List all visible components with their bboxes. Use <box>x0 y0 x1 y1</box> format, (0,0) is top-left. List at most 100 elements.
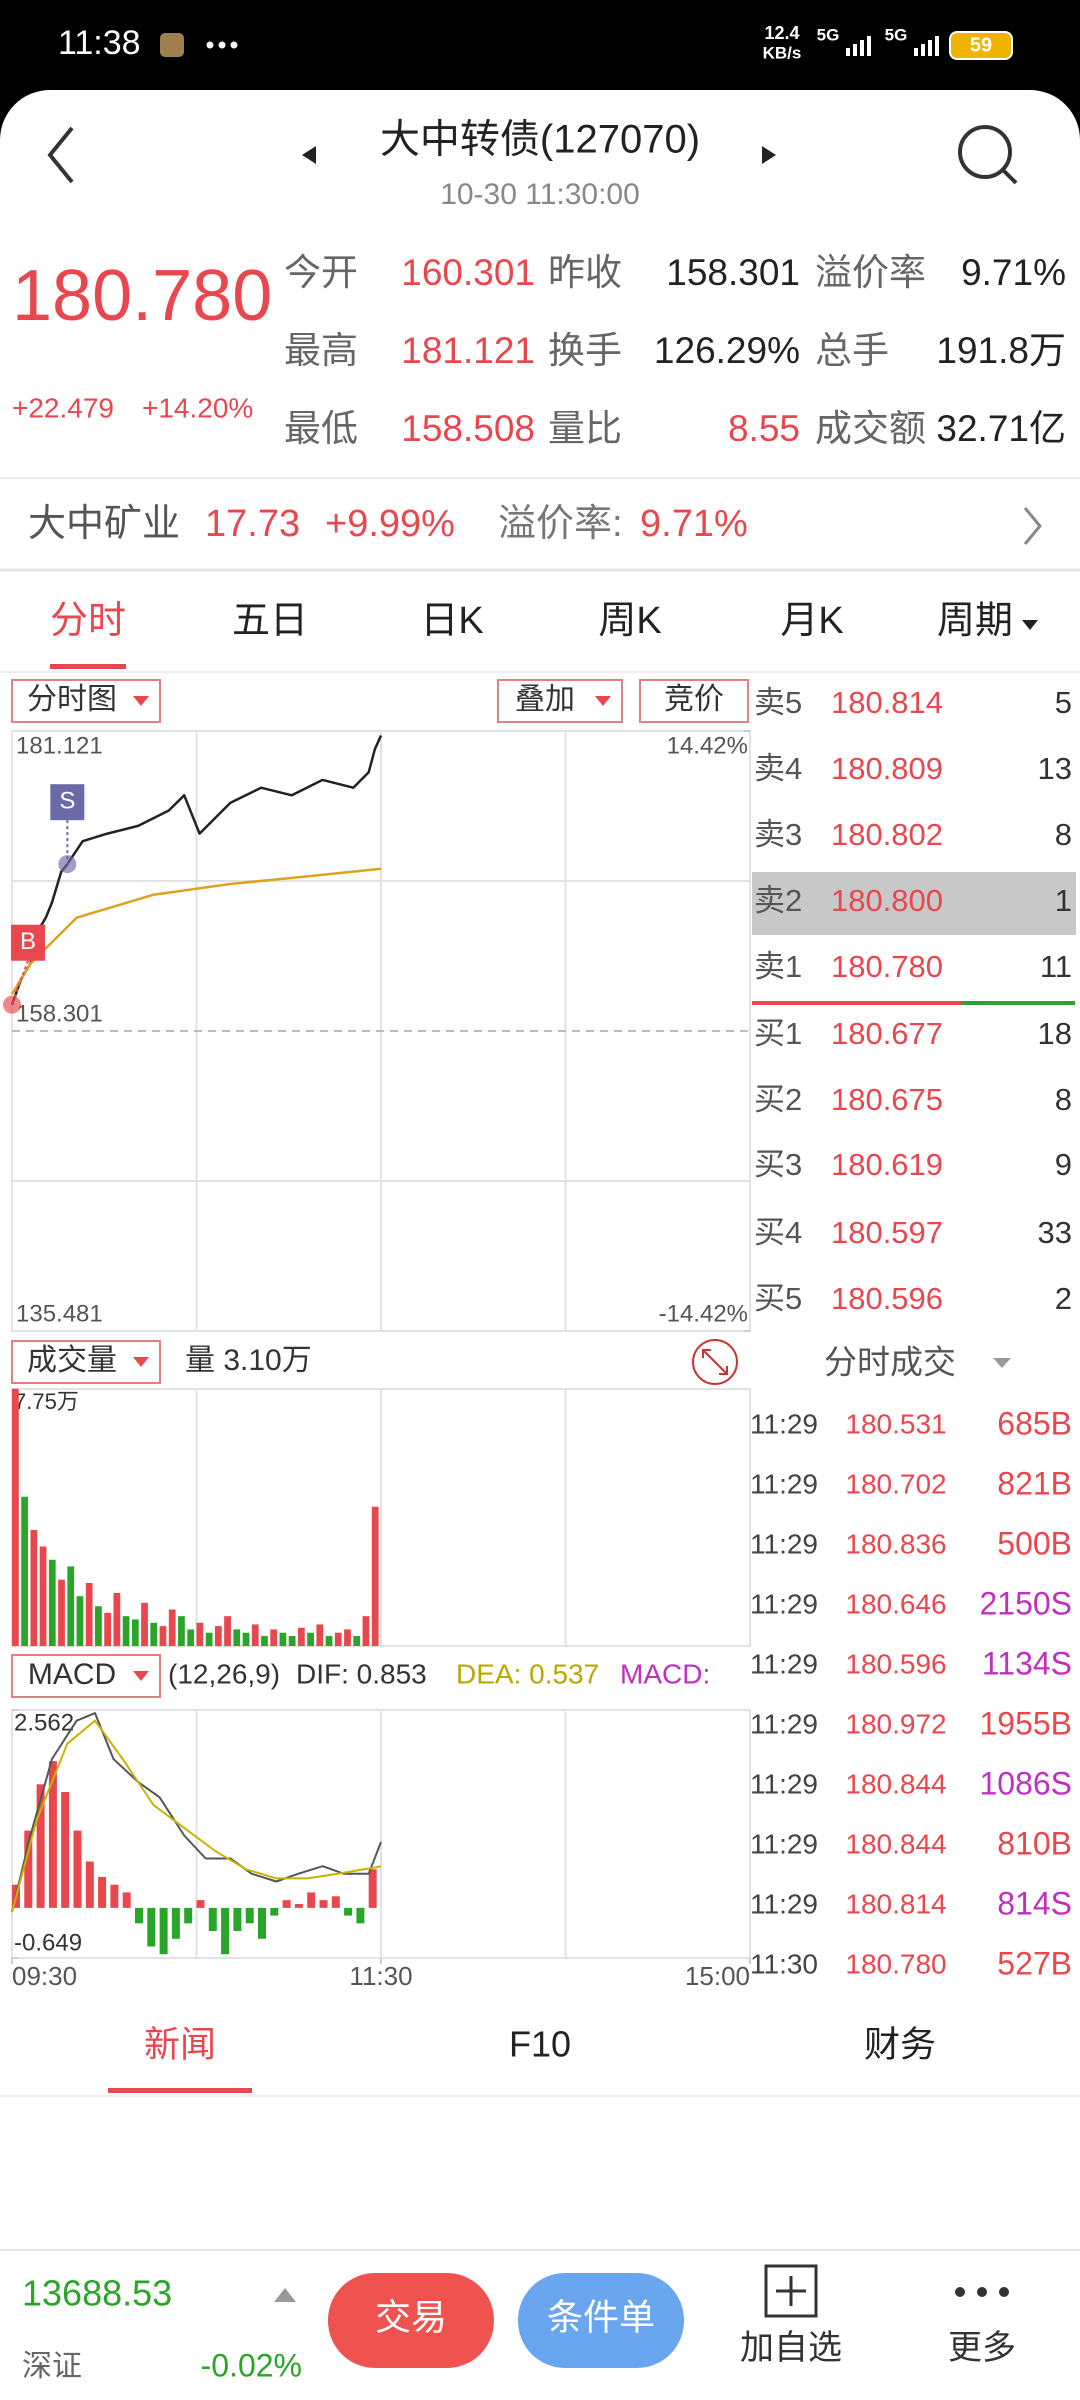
related-chevron[interactable] <box>1023 507 1042 545</box>
chart-button[interactable]: 分时图 <box>27 683 117 716</box>
volume-bar <box>214 1626 222 1646</box>
y-tick-label: 135.481 <box>16 1300 103 1327</box>
volume-bar <box>279 1632 287 1646</box>
panel-title[interactable]: 成交量 <box>27 1344 117 1377</box>
book-label: 卖4 <box>754 751 802 786</box>
tab-underline <box>50 664 126 669</box>
net-speed-unit: KB/s <box>763 43 802 62</box>
tab[interactable]: 周K <box>598 600 661 642</box>
chart-button-box[interactable] <box>639 679 749 723</box>
dropdown-icon[interactable] <box>993 1358 1011 1368</box>
macd-bar <box>135 1907 143 1924</box>
trade-volume: 814S <box>997 1885 1072 1921</box>
macd-bar <box>184 1907 193 1924</box>
tab[interactable]: 月K <box>780 600 843 642</box>
book-volume: 8 <box>1055 1082 1072 1117</box>
tab[interactable]: 五日 <box>232 600 308 642</box>
macd-bar <box>344 1907 353 1916</box>
tab[interactable]: 日K <box>420 600 483 642</box>
chart-button-box[interactable] <box>11 1654 161 1698</box>
volume-bar <box>205 1632 213 1646</box>
related-change: +9.99% <box>325 503 455 545</box>
trade-volume: 1086S <box>979 1765 1072 1801</box>
add-watchlist-icon[interactable] <box>764 2264 818 2318</box>
book-volume: 11 <box>1040 949 1072 984</box>
tab-dropdown[interactable] <box>1022 620 1038 630</box>
panel-title[interactable]: MACD <box>28 1658 116 1691</box>
book-volume: 2 <box>1055 1281 1072 1316</box>
tab-underline <box>108 2088 252 2093</box>
index-arrow <box>274 2288 296 2302</box>
trade-price: 180.972 <box>845 1708 946 1739</box>
field-label: 昨收 <box>548 252 622 293</box>
price-change: +22.479 <box>12 392 114 423</box>
expand-button[interactable] <box>692 1339 738 1385</box>
macd-bar <box>282 1900 291 1908</box>
macd-bar <box>171 1907 180 1939</box>
volume-bar <box>113 1592 121 1646</box>
prev-button[interactable] <box>302 146 316 164</box>
chart-button[interactable]: 竞价 <box>664 683 724 716</box>
volume-bar <box>261 1636 268 1646</box>
x-tick-label: 15:00 <box>685 1961 750 1991</box>
volume-bar <box>159 1626 167 1646</box>
related-premium: 9.71% <box>640 503 748 545</box>
action-label[interactable]: 加自选 <box>740 2329 842 2367</box>
trade-volume: 821B <box>997 1465 1072 1501</box>
trade-price: 180.814 <box>845 1888 946 1919</box>
button-label[interactable]: 条件单 <box>547 2297 655 2338</box>
macd-line <box>11 1712 382 1913</box>
chart-button-box[interactable] <box>11 679 161 723</box>
search-button[interactable] <box>958 125 1018 185</box>
bottom-tab[interactable]: F10 <box>509 2024 571 2065</box>
last-price: 180.780 <box>12 256 272 336</box>
button-label[interactable]: 交易 <box>375 2297 447 2338</box>
field-label: 量比 <box>548 408 622 449</box>
y-tick-label: 158.301 <box>16 1000 103 1027</box>
more-icon[interactable] <box>955 2287 1009 2297</box>
tab[interactable]: 周期 <box>937 600 1013 642</box>
book-price: 180.800 <box>831 883 943 918</box>
action-label[interactable]: 更多 <box>948 2329 1016 2367</box>
chart-button[interactable]: 叠加 <box>515 683 575 716</box>
x-tick-label: 11:30 <box>349 1961 412 1991</box>
trades-title[interactable]: 分时成交 <box>824 1344 956 1381</box>
y-tick-label: 181.121 <box>16 732 103 759</box>
condition-button[interactable] <box>518 2273 684 2368</box>
macd-bar <box>196 1900 205 1908</box>
book-volume: 13 <box>1038 751 1072 786</box>
volume-bar <box>21 1496 28 1646</box>
network-type: 5G <box>885 25 908 44</box>
book-price: 180.677 <box>831 1016 943 1051</box>
macd-bar <box>36 1784 45 1908</box>
dropdown-icon <box>133 1357 149 1367</box>
trade-volume: 685B <box>997 1405 1072 1441</box>
trade-button[interactable] <box>328 2273 494 2368</box>
price-line <box>10 867 382 995</box>
volume-bar <box>85 1582 93 1646</box>
trade-badge-label: B <box>20 928 36 955</box>
update-time: 10-30 11:30:00 <box>440 178 640 211</box>
next-button[interactable] <box>762 146 776 164</box>
book-label: 卖5 <box>754 685 802 720</box>
trade-price: 180.531 <box>845 1408 946 1439</box>
bottom-tab[interactable]: 新闻 <box>144 2024 216 2065</box>
field-value: 8.55 <box>728 408 800 449</box>
trade-price: 180.702 <box>845 1468 946 1499</box>
back-button[interactable] <box>47 126 74 184</box>
trade-time: 11:29 <box>750 1408 818 1439</box>
macd-bar <box>110 1884 119 1908</box>
tab[interactable]: 分时 <box>50 600 126 642</box>
related-name[interactable]: 大中矿业 <box>28 503 180 545</box>
chart-button-box[interactable] <box>497 679 623 723</box>
dropdown-icon <box>133 1671 149 1681</box>
app-icon <box>160 33 184 57</box>
more-dot <box>206 41 214 49</box>
volume-bar <box>224 1616 231 1646</box>
chart-button-box[interactable] <box>11 1340 161 1384</box>
bottom-tab[interactable]: 财务 <box>864 2024 936 2065</box>
book-volume: 8 <box>1055 817 1072 852</box>
book-label: 买4 <box>754 1215 802 1250</box>
trade-price: 180.844 <box>845 1768 946 1799</box>
